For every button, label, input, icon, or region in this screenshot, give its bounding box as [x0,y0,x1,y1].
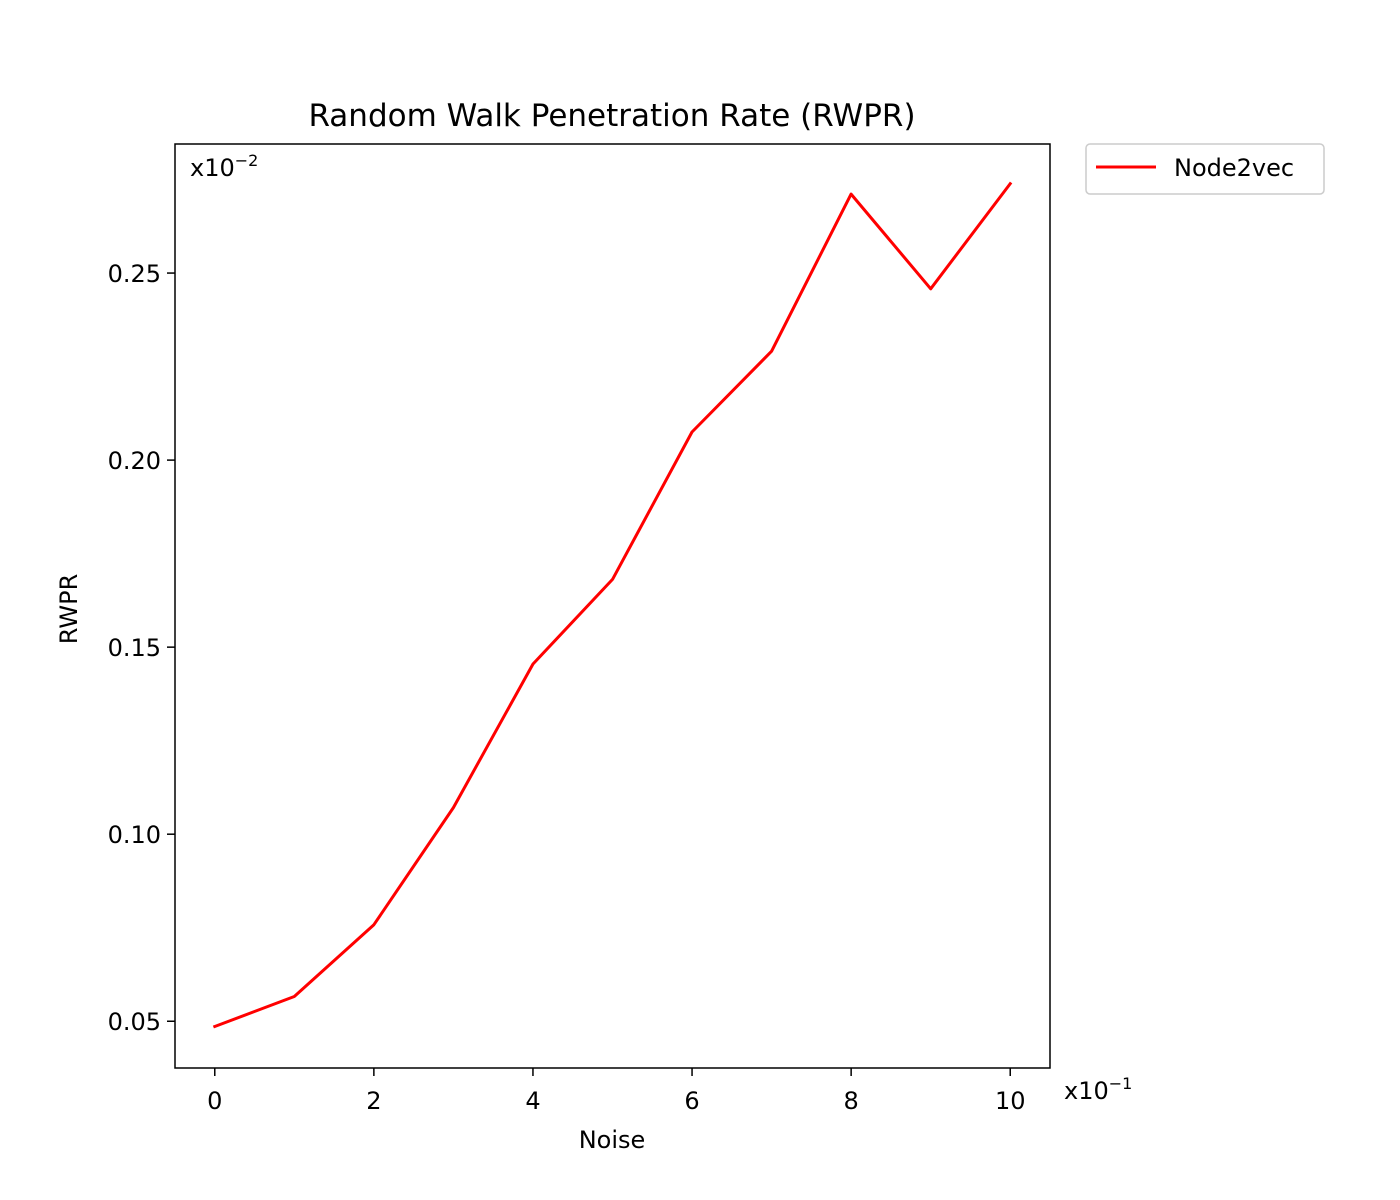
y-tick-label: 0.15 [108,634,161,662]
x-tick-label: 4 [525,1087,540,1115]
y-tick-label: 0.10 [108,821,161,849]
legend-label-node2vec: Node2vec [1174,154,1294,182]
legend-frame [1085,143,1325,195]
x-multiplier-base: x10 [1064,1077,1109,1105]
y-axis-label: RWPR [55,574,83,645]
x-tick-label: 8 [843,1087,858,1115]
x-multiplier-exponent: −1 [1109,1074,1133,1093]
y-multiplier-base: x10 [190,154,235,182]
plot-area [175,144,1050,1068]
x-tick-label: 0 [207,1087,222,1115]
x-tick-label: 6 [684,1087,699,1115]
plot-frame [174,143,1051,1069]
legend: Node2vec [1085,143,1325,195]
x-tick-label: 2 [366,1087,381,1115]
plot-background [175,144,1050,1068]
y-tick-label: 0.20 [108,447,161,475]
series-layer [212,181,1013,1029]
x-tick-label: 10 [995,1087,1026,1115]
y-tick-label: 0.25 [108,260,161,288]
x-axis: 0 2 4 6 8 10 [207,1068,1026,1115]
x-multiplier-label: x10−1 [1064,1074,1132,1105]
x-axis-label: Noise [579,1126,646,1154]
y-multiplier-exponent: −2 [235,151,259,170]
y-tick-label: 0.05 [108,1008,161,1036]
y-axis: 0.05 0.10 0.15 0.20 0.25 [108,260,175,1036]
chart-title: Random Walk Penetration Rate (RWPR) [308,98,915,134]
series-line-node2vec [212,181,1013,1029]
y-multiplier-label: x10−2 [190,151,258,182]
